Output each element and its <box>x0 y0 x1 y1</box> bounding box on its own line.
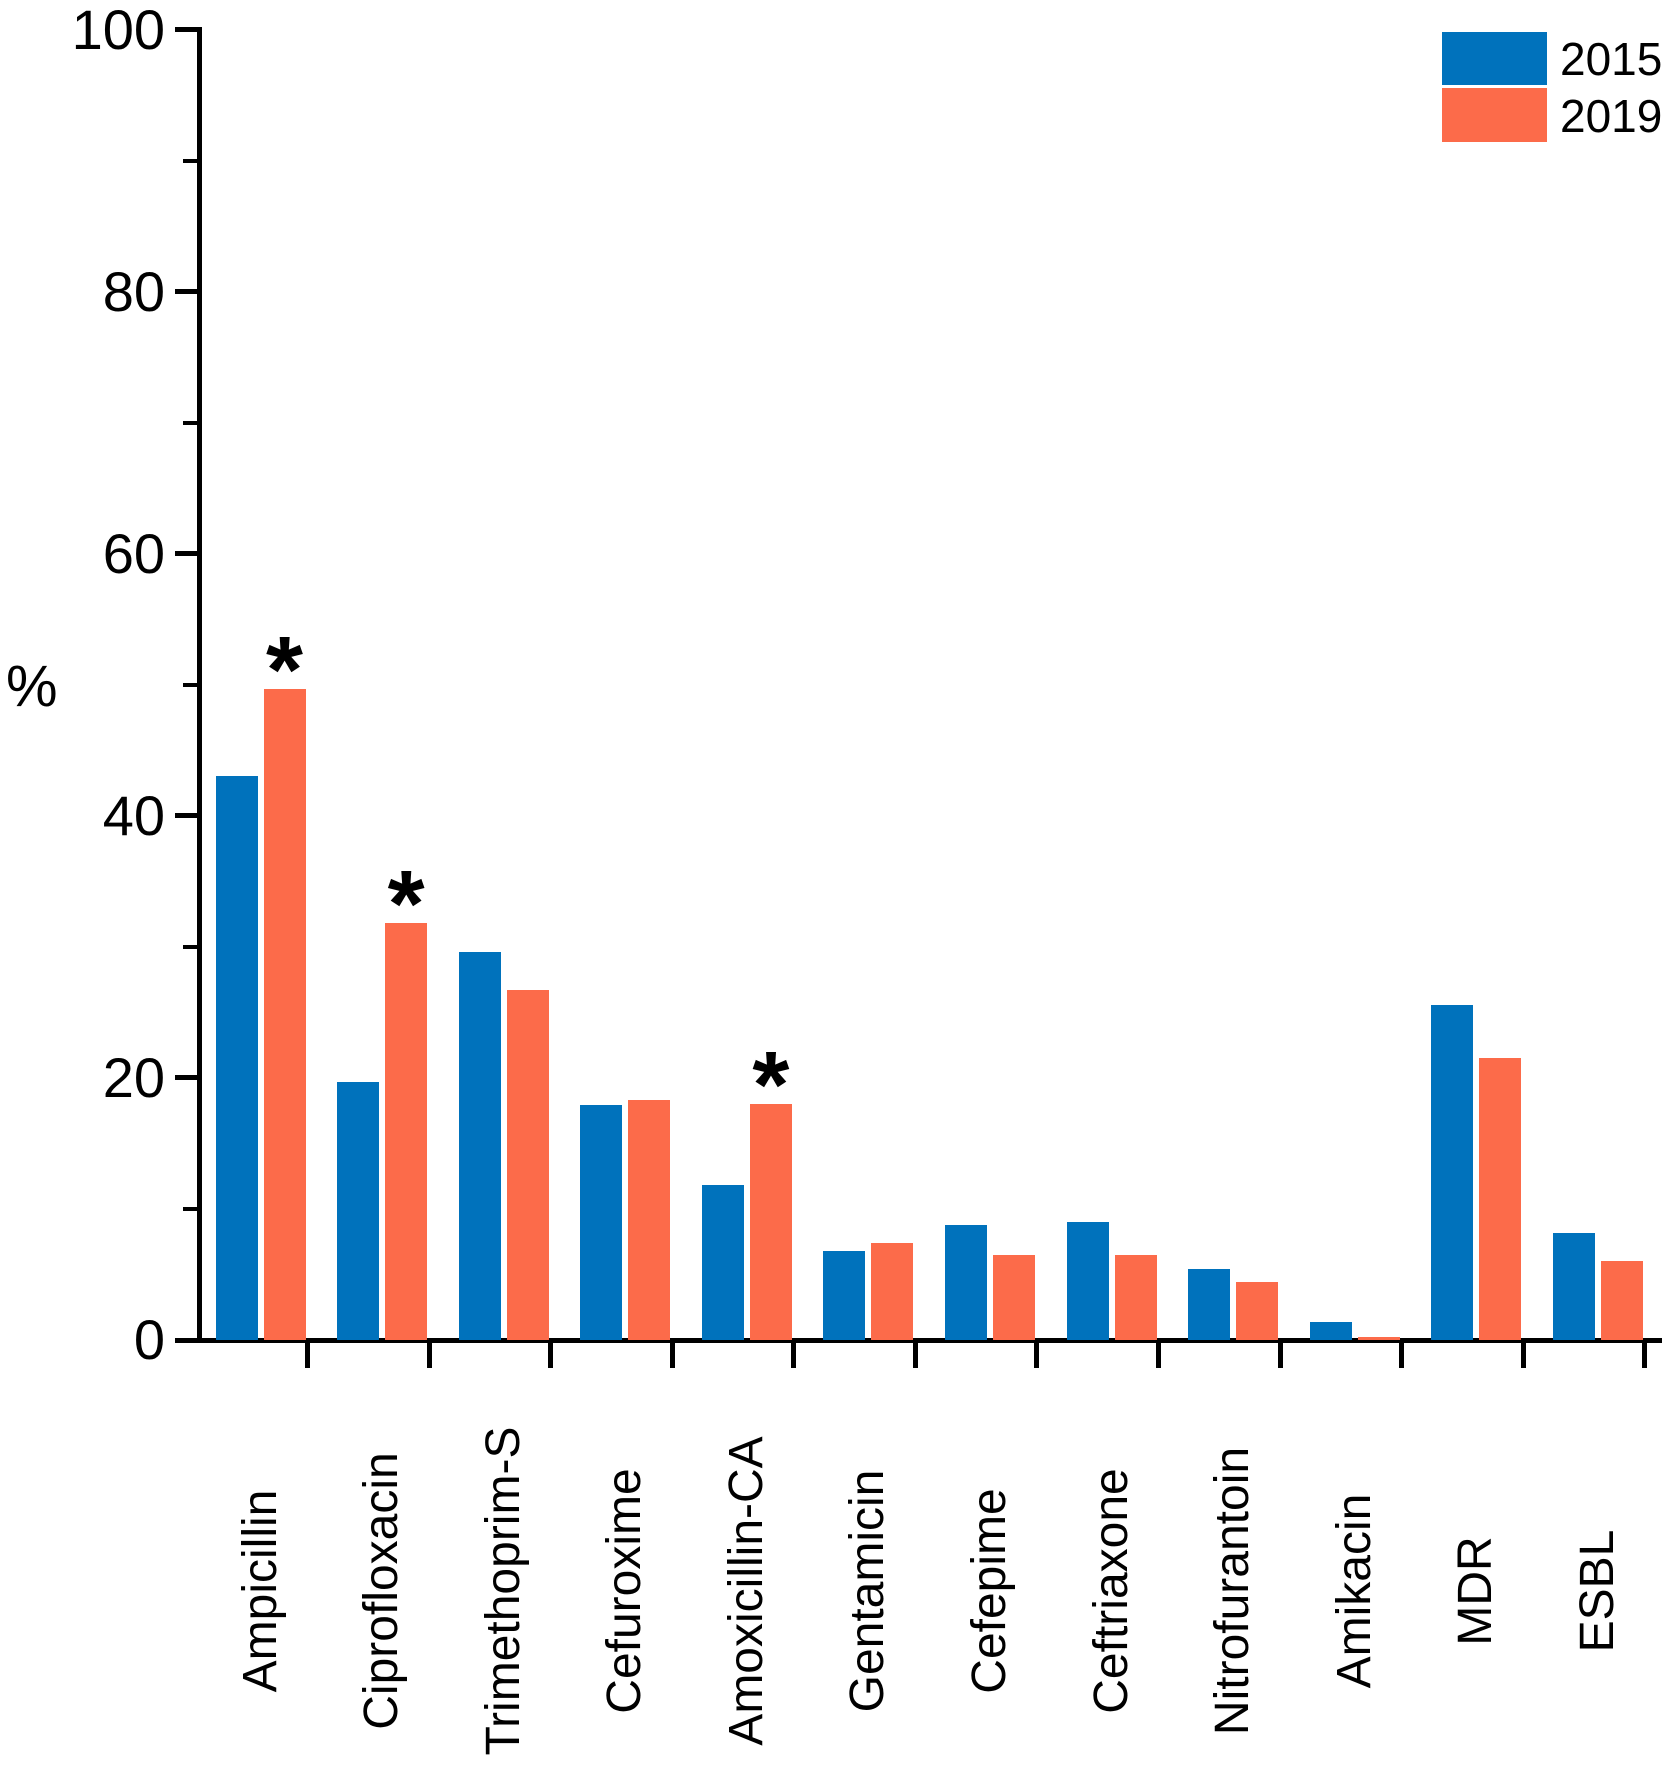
bar-2019-amoxicillin-ca <box>749 1104 792 1340</box>
y-minor-tick <box>183 944 197 949</box>
x-tick <box>426 1343 432 1368</box>
bar-2019-gentamicin <box>871 1243 914 1340</box>
y-axis-line <box>197 27 202 1343</box>
bar-2019-nitrofurantoin <box>1236 1282 1279 1340</box>
y-tick-label: 20 <box>102 1045 165 1109</box>
x-category-label-cefuroxime: Cefuroxime <box>598 1468 652 1714</box>
bar-2015-ampicillin <box>215 776 258 1340</box>
bar-2015-esbl <box>1552 1232 1595 1340</box>
bar-2019-esbl <box>1600 1261 1643 1340</box>
x-category-label-gentamicin: Gentamicin <box>841 1469 895 1713</box>
x-category-label-trimethoprim-s: Trimethoprim-S <box>476 1426 530 1756</box>
bar-2019-trimethoprim-s <box>506 990 549 1340</box>
bar-2015-amikacin <box>1309 1321 1352 1340</box>
y-minor-tick <box>183 682 197 687</box>
bar-2015-gentamicin <box>823 1250 866 1340</box>
bar-2015-mdr <box>1431 1004 1474 1340</box>
y-major-tick <box>175 289 197 295</box>
x-category-label-ampicillin: Ampicillin <box>233 1489 287 1693</box>
bar-2019-cefepime <box>992 1254 1035 1340</box>
x-tick <box>1399 1343 1405 1368</box>
y-major-tick <box>175 551 197 557</box>
x-tick <box>305 1343 310 1368</box>
x-tick <box>1277 1343 1283 1368</box>
legend-swatch-2015 <box>1442 32 1547 85</box>
y-major-tick <box>175 813 197 819</box>
y-tick-label: 60 <box>102 521 165 585</box>
x-tick <box>1520 1343 1526 1368</box>
significance-asterisk-amoxicillin-ca: * <box>752 1032 790 1139</box>
bar-2015-cefepime <box>944 1224 987 1340</box>
y-tick-label: 100 <box>71 0 165 61</box>
x-category-label-esbl: ESBL <box>1570 1529 1624 1653</box>
x-axis-line <box>175 1338 1662 1343</box>
bar-2015-amoxicillin-ca <box>701 1185 744 1340</box>
x-tick <box>1034 1343 1040 1368</box>
significance-asterisk-ampicillin: * <box>266 616 303 723</box>
legend-label-2019: 2019 <box>1560 90 1663 142</box>
x-tick <box>791 1343 797 1368</box>
bar-2019-cefuroxime <box>628 1100 671 1340</box>
bar-2019-ceftriaxone <box>1114 1254 1157 1340</box>
x-category-label-ceftriaxone: Ceftriaxone <box>1084 1468 1138 1714</box>
x-category-label-amoxicillin-ca: Amoxicillin-CA <box>719 1436 773 1746</box>
x-tick <box>1642 1343 1648 1368</box>
y-major-tick <box>175 1075 197 1081</box>
bar-2015-ceftriaxone <box>1066 1222 1109 1340</box>
x-tick <box>548 1343 554 1368</box>
y-tick-label: 80 <box>102 259 165 323</box>
bar-2015-nitrofurantoin <box>1188 1269 1231 1340</box>
bar-2019-amikacin <box>1357 1337 1400 1340</box>
y-minor-tick <box>183 1206 197 1211</box>
y-minor-tick <box>183 158 197 163</box>
bar-2015-ciprofloxacin <box>337 1081 380 1340</box>
bar-2019-ciprofloxacin <box>385 923 428 1340</box>
x-category-label-cefepime: Cefepime <box>962 1488 1016 1694</box>
x-tick <box>669 1343 675 1368</box>
x-category-label-ciprofloxacin: Ciprofloxacin <box>355 1452 409 1730</box>
x-tick <box>1156 1343 1162 1368</box>
legend-swatch-2019 <box>1442 88 1547 142</box>
y-minor-tick <box>183 420 197 425</box>
x-category-label-mdr: MDR <box>1449 1536 1503 1646</box>
x-category-label-amikacin: Amikacin <box>1327 1493 1381 1689</box>
bar-2015-trimethoprim-s <box>458 952 501 1340</box>
x-category-label-nitrofurantoin: Nitrofurantoin <box>1206 1446 1260 1736</box>
legend-label-2015: 2015 <box>1560 33 1663 85</box>
bar-2019-ampicillin <box>263 688 306 1340</box>
y-major-tick <box>175 27 197 32</box>
y-tick-label: 40 <box>102 783 165 847</box>
bar-2015-cefuroxime <box>580 1105 623 1340</box>
bar-2019-mdr <box>1479 1058 1522 1340</box>
significance-asterisk-ciprofloxacin: * <box>387 851 425 958</box>
x-tick <box>912 1343 918 1368</box>
y-tick-label: 0 <box>133 1308 165 1371</box>
y-axis-label: % <box>6 654 58 719</box>
